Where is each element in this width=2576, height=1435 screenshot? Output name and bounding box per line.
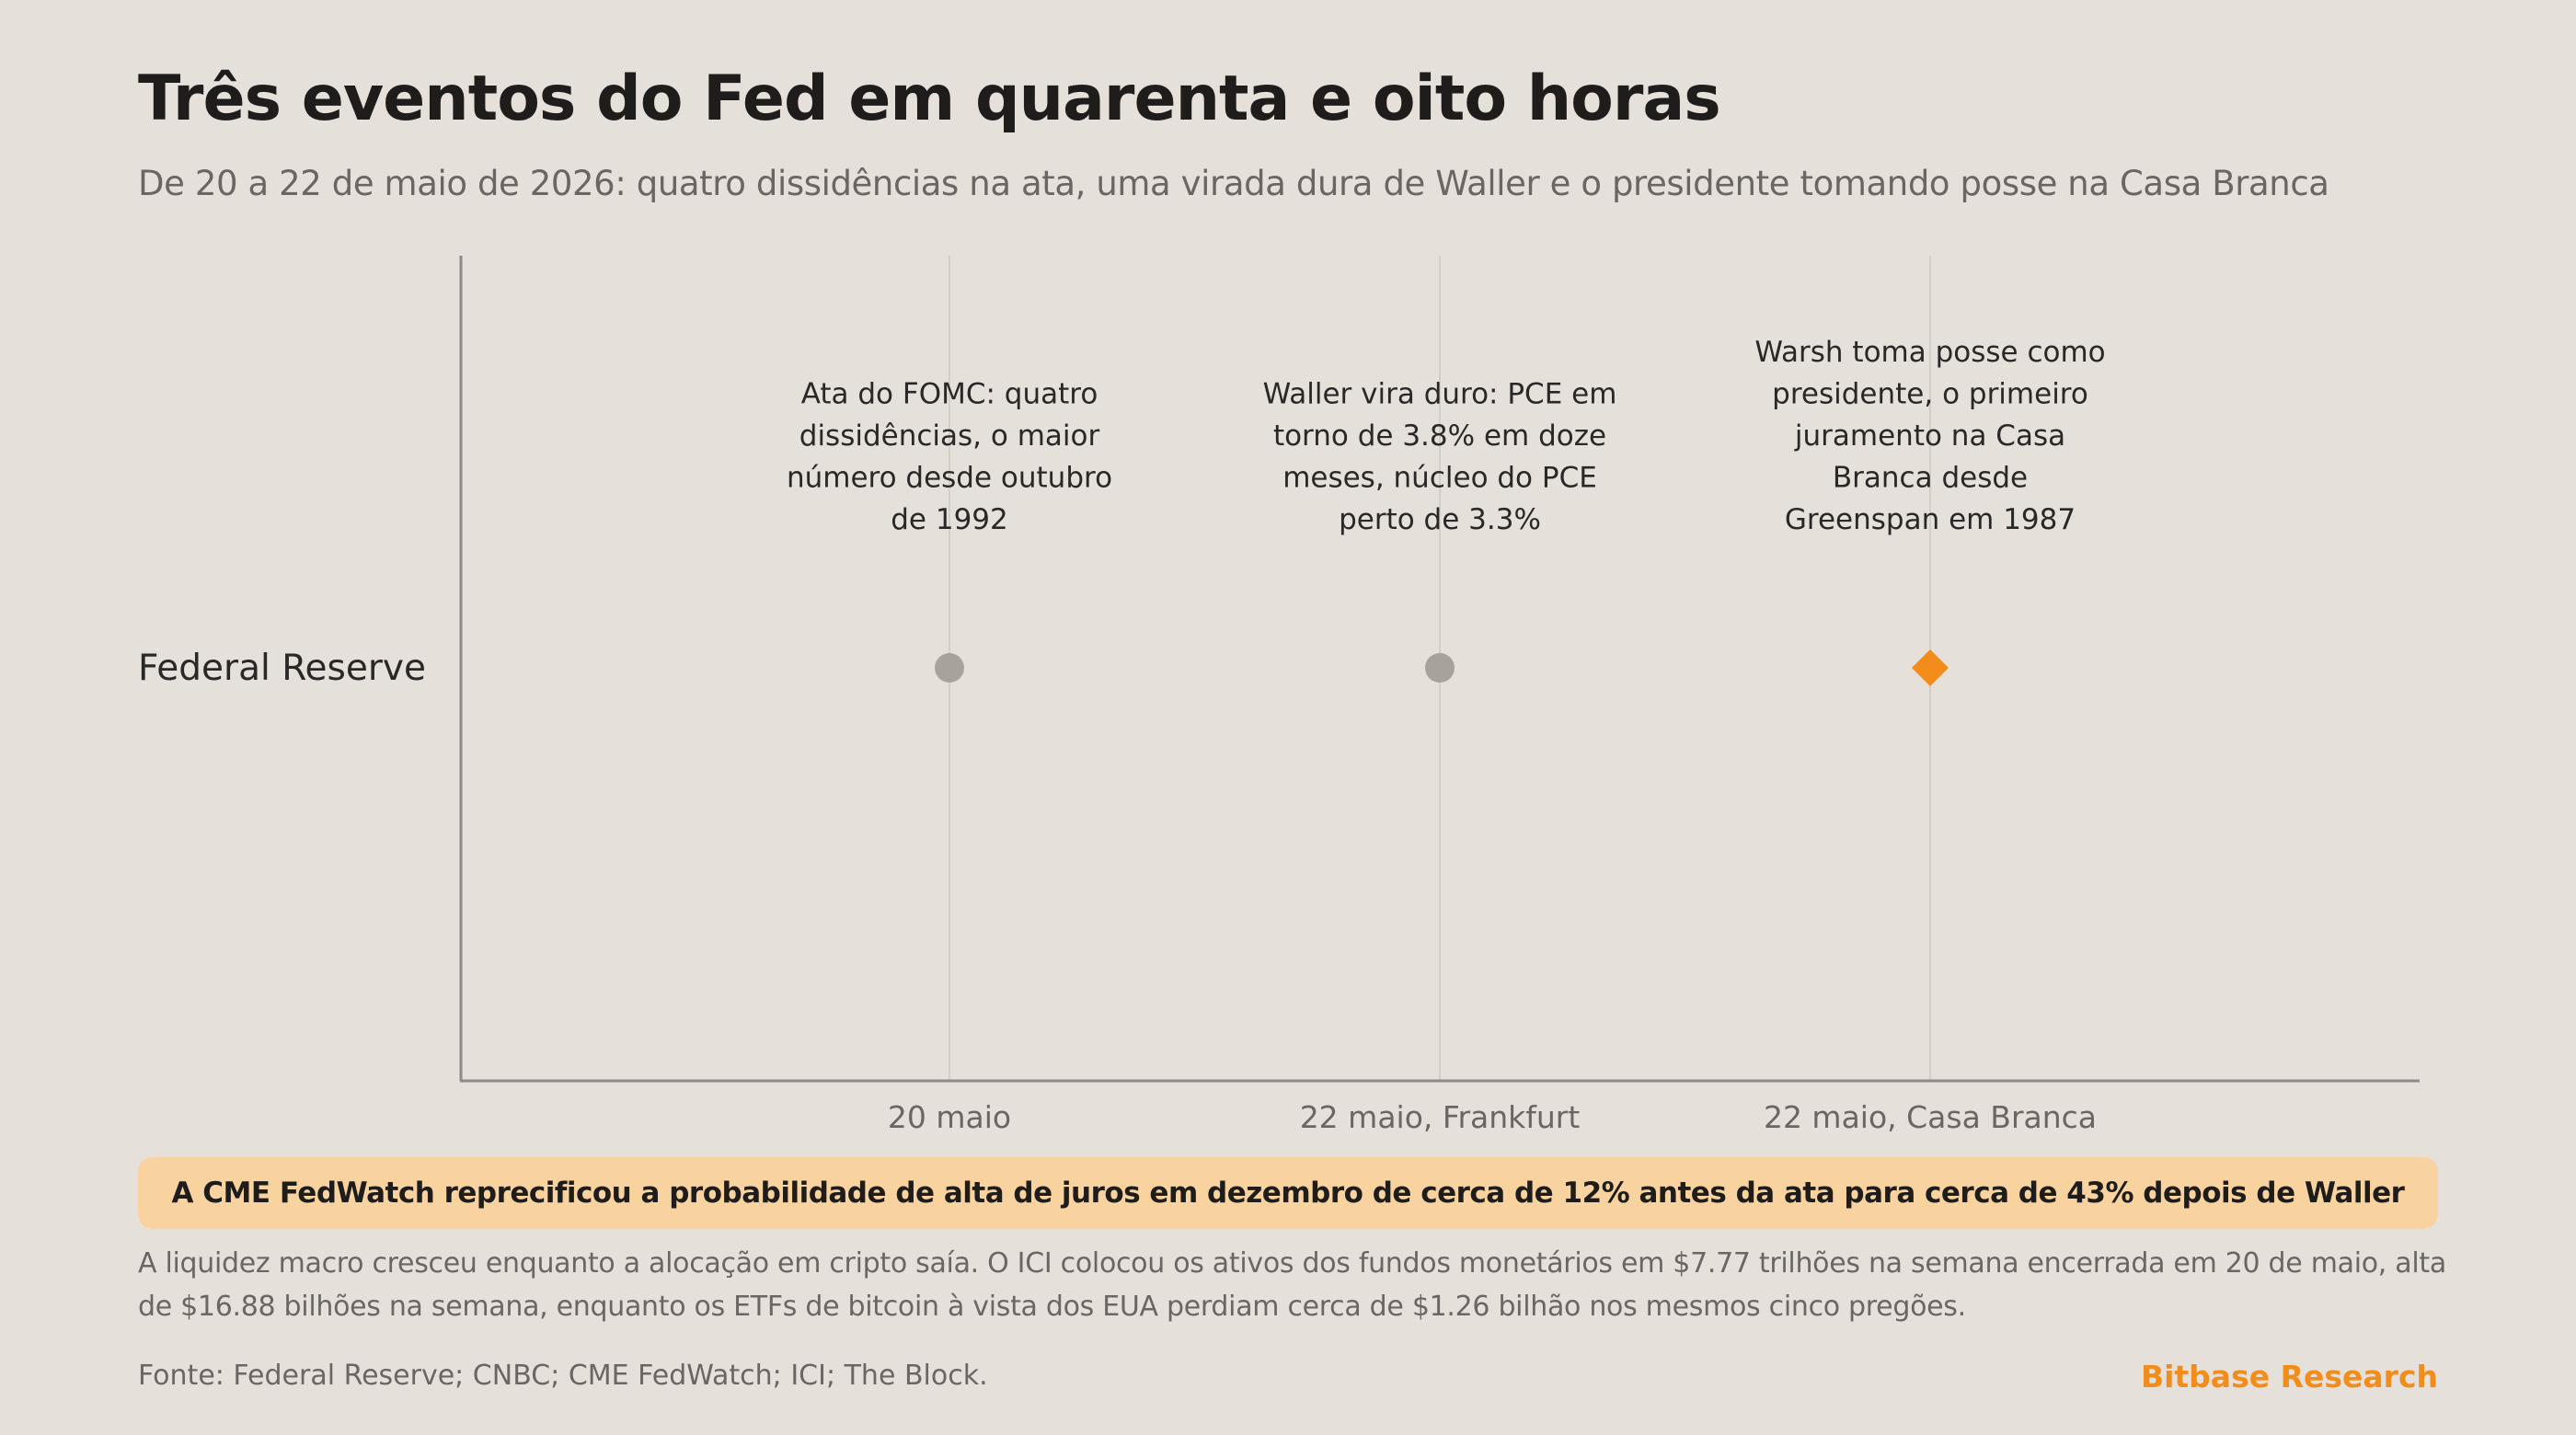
y-tick-labels: Federal Reserve	[138, 648, 426, 689]
event-annotation: Warsh toma posse como presidente, o prime…	[1754, 336, 2105, 536]
event-marker-diamond	[1912, 649, 1949, 686]
event-annotation: Ata do FOMC: quatro dissidências, o maior…	[787, 378, 1112, 537]
event-marker-circle	[935, 653, 964, 683]
brand-logo-text: Bitbase Research	[2140, 1359, 2438, 1395]
page-title: Três eventos do Fed em quarenta e oito h…	[138, 63, 1721, 135]
x-tick-label: 20 maio	[888, 1099, 1011, 1135]
y-tick-label: Federal Reserve	[138, 648, 426, 689]
source-credit: Fonte: Federal Reserve; CNBC; CME FedWat…	[138, 1360, 988, 1392]
timeline-chart: Federal Reserve 20 maio 22 maio, Frankfur…	[138, 256, 2420, 1135]
markers	[935, 649, 1949, 686]
page-subtitle: De 20 a 22 de maio de 2026: quatro dissi…	[138, 164, 2329, 203]
event-marker-circle	[1425, 653, 1455, 683]
context-note: A liquidez macro cresceu enquanto a aloc…	[138, 1247, 2446, 1323]
x-tick-labels: 20 maio 22 maio, Frankfurt 22 maio, Casa B…	[888, 1099, 2097, 1135]
annotations: Ata do FOMC: quatro dissidências, o maior…	[787, 336, 2106, 536]
callout-banner: A CME FedWatch reprecificou a probabilid…	[138, 1157, 2438, 1229]
event-annotation: Waller vira duro: PCE em torno de 3.8% em…	[1263, 378, 1617, 537]
callout-text: A CME FedWatch reprecificou a probabilid…	[171, 1177, 2405, 1210]
x-tick-label: 22 maio, Casa Branca	[1764, 1099, 2097, 1135]
x-tick-label: 22 maio, Frankfurt	[1300, 1099, 1581, 1135]
